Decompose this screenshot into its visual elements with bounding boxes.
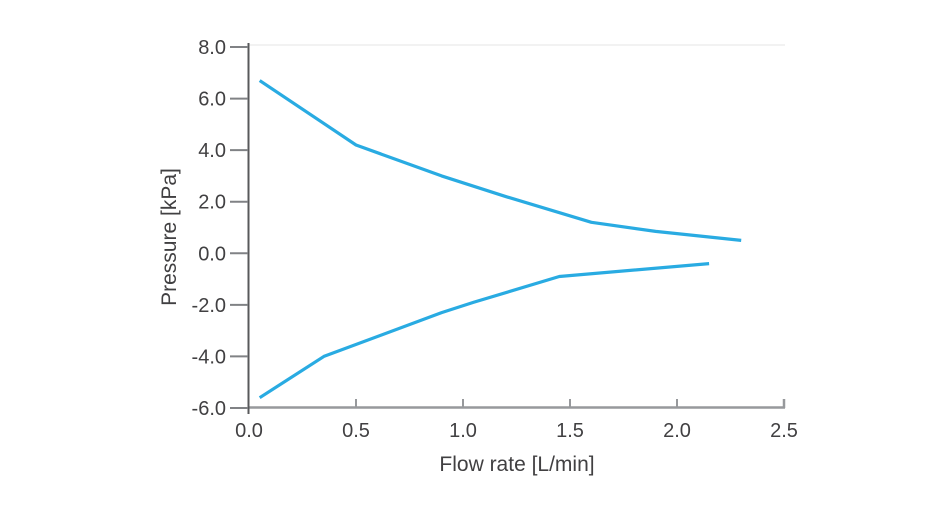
- y-tick-label: 6.0: [198, 89, 226, 111]
- x-tick-label: 2.5: [770, 420, 798, 442]
- x-tick-label: 2.0: [663, 420, 691, 442]
- y-tick-label: 8.0: [198, 37, 226, 59]
- x-tick-label: 1.0: [449, 420, 477, 442]
- y-axis-title: Pressure [kPa]: [158, 168, 181, 306]
- x-axis-title: Flow rate [L/min]: [439, 453, 595, 476]
- x-tick-label: 0.5: [342, 420, 370, 442]
- y-tick-label: -2.0: [192, 295, 226, 317]
- y-tick-label: 4.0: [198, 140, 226, 162]
- x-tick-label: 1.5: [556, 420, 584, 442]
- upper-pressure-curve: [258, 79, 742, 242]
- y-tick-label: -6.0: [192, 398, 226, 420]
- y-tick-label: 2.0: [198, 192, 226, 214]
- x-tick-label: 0.0: [235, 420, 263, 442]
- y-tick-label: -4.0: [192, 346, 226, 368]
- lower-pressure-curve: [258, 262, 710, 400]
- y-tick-label: 0.0: [198, 243, 226, 265]
